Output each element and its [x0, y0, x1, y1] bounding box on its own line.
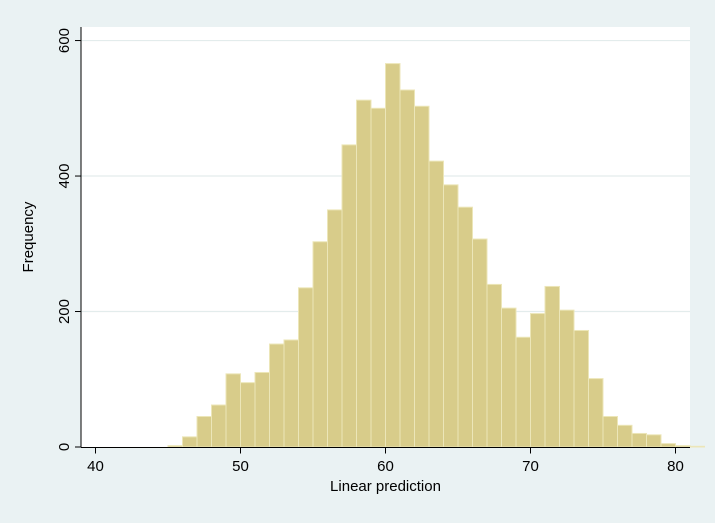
histogram-bar [254, 371, 270, 448]
histogram-bar [370, 107, 386, 448]
histogram-bar [660, 443, 676, 448]
histogram-bar [312, 241, 328, 448]
x-tick-label: 50 [232, 458, 249, 475]
histogram-bar [631, 432, 647, 448]
histogram-bar [298, 287, 314, 448]
histogram-bar [486, 283, 502, 448]
histogram-bar [399, 89, 415, 448]
tick-labels: 0 200 400 600 40 50 60 70 80 [56, 28, 684, 475]
histogram-bars [167, 63, 705, 448]
histogram-bar [443, 184, 459, 448]
histogram-bar [428, 160, 444, 448]
histogram-chart: 0 200 400 600 40 50 60 70 80 Linear prediction F… [20, 27, 705, 495]
histogram-bar [196, 416, 212, 448]
histogram-bar [225, 373, 241, 448]
histogram-bar [472, 238, 488, 448]
histogram-bar [544, 285, 560, 448]
y-tick-label: 400 [56, 164, 73, 189]
y-tick-label: 200 [56, 299, 73, 324]
histogram-bar [414, 105, 430, 448]
x-tick-label: 60 [377, 458, 394, 475]
histogram-bar [617, 424, 633, 448]
x-axis-title: Linear prediction [330, 478, 441, 495]
chart-frame: 0 200 400 600 40 50 60 70 80 Linear prediction F… [8, 8, 707, 515]
histogram-bar [573, 329, 589, 448]
histogram-bar [530, 313, 546, 448]
histogram-bar [182, 436, 198, 448]
histogram-bar [341, 144, 357, 448]
histogram-bar [269, 343, 285, 448]
histogram-bar [559, 309, 575, 448]
histogram-bar [602, 416, 618, 448]
y-tick-label: 600 [56, 28, 73, 53]
y-tick-label: 0 [56, 443, 73, 451]
histogram-bar [211, 404, 227, 448]
histogram-bar [457, 206, 473, 448]
histogram-bar [675, 445, 691, 448]
histogram-bar [327, 209, 343, 448]
x-tick-label: 80 [667, 458, 684, 475]
histogram-bar [501, 307, 517, 448]
histogram-bar [689, 445, 705, 448]
x-tick-label: 70 [522, 458, 539, 475]
histogram-bar [167, 445, 183, 448]
histogram-bar [385, 63, 401, 448]
histogram-bar [356, 99, 372, 448]
histogram-bar [588, 378, 604, 448]
y-axis-title: Frequency [20, 201, 37, 272]
histogram-bar [646, 434, 662, 448]
histogram-bar [240, 382, 256, 448]
histogram-bar [283, 339, 299, 448]
x-tick-label: 40 [87, 458, 104, 475]
histogram-bar [515, 336, 531, 448]
